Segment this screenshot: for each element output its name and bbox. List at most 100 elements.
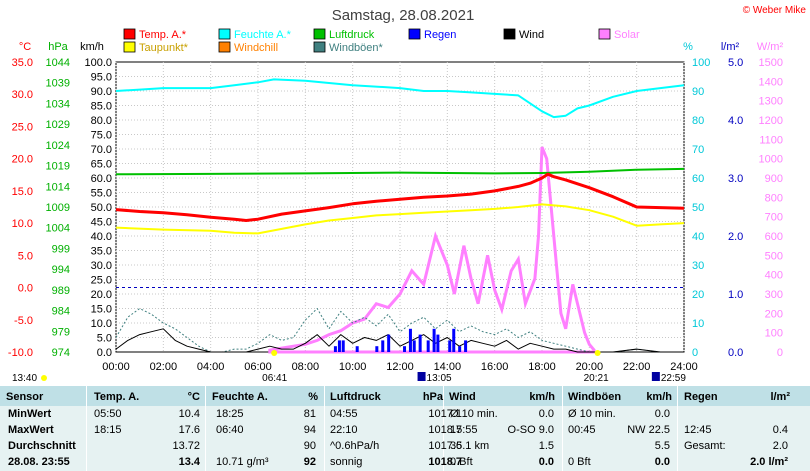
axis-ticks: 35.0 30.0 25.0 20.0 15.0 10.0 5.0 0.0 -5.0 -10.0 1… — [8, 57, 783, 373]
table-header-cell: Luftdruck — [330, 391, 381, 403]
x-tick-label: 22:00 — [623, 361, 651, 373]
row-label: MaxWert — [8, 424, 54, 436]
gusts-value-cell: NW 22.5 — [627, 424, 670, 436]
wind-tick-label: 15.0 — [91, 304, 112, 316]
x-tick-label: 10:00 — [339, 361, 367, 373]
moonrise-icon — [417, 372, 426, 381]
pressure-tick-label: 994 — [52, 264, 70, 276]
left-marker-label: 13:40 — [12, 373, 37, 384]
solar-tick-label: 500 — [765, 250, 783, 262]
pressure-label-cell: 22:10 — [330, 424, 358, 436]
wind-tick-label: 90.0 — [91, 86, 112, 98]
rain-bar — [448, 340, 452, 352]
wind-value-cell: O-SO 9.0 — [507, 424, 554, 436]
table-header-cell: km/h — [646, 391, 672, 403]
weather-chart: Samstag, 28.08.2021 © Weber Mike Temp. A… — [8, 5, 807, 384]
pressure-tick-label: 989 — [52, 285, 70, 297]
rain-label-cell: 12:45 — [684, 424, 712, 436]
moonset-icon — [651, 372, 660, 381]
temp-label-cell: 18:15 — [94, 424, 122, 436]
temp-value-cell: 17.6 — [178, 424, 200, 436]
solar-tick-label: 1000 — [759, 154, 783, 166]
dewpoint-series — [115, 203, 685, 235]
wind-tick-label: 5.0 — [97, 333, 112, 345]
solar-series — [268, 146, 596, 354]
sunrise-label: 06:41 — [262, 373, 287, 384]
legend-label: Taupunkt* — [139, 42, 189, 54]
table-header-cell: °C — [187, 391, 200, 403]
legend-label: Windböen* — [329, 42, 384, 54]
temp-tick-label: 25.0 — [12, 121, 33, 133]
temp-value-cell: 13.72 — [172, 440, 200, 452]
pressure-tick-label: 1039 — [46, 78, 70, 90]
humidity-tick-label: 90 — [692, 86, 704, 98]
rain-bar — [412, 340, 416, 352]
rain-bar — [452, 328, 456, 352]
wind-tick-label: 10.0 — [91, 318, 112, 330]
humidity-value-cell: 81 — [303, 408, 316, 420]
wind-series — [115, 328, 684, 353]
wind-tick-label: 95.0 — [91, 72, 112, 84]
rain-value-cell: 0.4 — [772, 424, 788, 436]
x-tick-label: 02:00 — [150, 361, 178, 373]
temp-value-cell: 10.4 — [178, 408, 200, 420]
sunrise-icon — [271, 350, 278, 356]
temp-value-cell: 13.4 — [178, 456, 200, 468]
temp-tick-label: 10.0 — [12, 218, 33, 230]
x-tick-label: 12:00 — [386, 361, 414, 373]
humidity-value-cell: 94 — [303, 424, 316, 436]
table-header — [0, 386, 810, 406]
table-header-cell: Regen — [684, 391, 718, 403]
row-label: MinWert — [8, 408, 52, 420]
pressure-tick-label: 979 — [52, 326, 70, 338]
wind-tick-label: 75.0 — [91, 130, 112, 142]
legend-swatch — [313, 28, 326, 40]
rain-bar — [458, 346, 462, 352]
pressure-label-cell: ^0.6hPa/h — [330, 440, 380, 452]
table-header-cell: Sensor — [6, 391, 44, 403]
row-label: Durchschnitt — [8, 440, 76, 452]
rain-value-cell: 2.0 l/m² — [750, 456, 788, 468]
solar-tick-label: 600 — [765, 231, 783, 243]
wind-label-cell: 35.1 km — [450, 440, 490, 452]
pressure-value-cell: 1018.7 — [428, 424, 462, 436]
solar-tick-label: 0 — [777, 347, 783, 359]
solar-tick-label: 1200 — [759, 115, 783, 127]
temp-tick-label: 0.0 — [18, 283, 33, 295]
pressure-tick-label: 984 — [52, 306, 70, 318]
pressure-label-cell: 04:55 — [330, 408, 358, 420]
pressure-tick-label: 974 — [52, 347, 70, 359]
pressure-tick-label: 1044 — [46, 57, 70, 69]
humidity-tick-label: 40 — [692, 231, 704, 243]
rain-tick-label: 0.0 — [728, 347, 743, 359]
legend-swatch — [218, 41, 231, 53]
wind-tick-label: 100.0 — [84, 57, 112, 69]
humidity-unit-label: % — [683, 41, 693, 53]
wind-tick-label: 60.0 — [91, 173, 112, 185]
plot-series — [115, 78, 685, 354]
humidity-tick-label: 20 — [692, 289, 704, 301]
temperature-series — [115, 172, 685, 222]
pressure-tick-label: 1024 — [46, 140, 70, 152]
solar-tick-label: 900 — [765, 173, 783, 185]
rain-bar — [355, 346, 359, 352]
moonrise-label: 13:05 — [427, 373, 452, 384]
solar-tick-label: 1500 — [759, 57, 783, 69]
pressure-tick-label: 1014 — [46, 181, 70, 193]
legend: Temp. A.*Taupunkt* Feuchte A.*Windchill Lu… — [123, 28, 640, 54]
humidity-tick-label: 0 — [692, 347, 698, 359]
rain-bar — [403, 346, 407, 352]
x-tick-label: 06:00 — [244, 361, 272, 373]
humidity-value-cell: 90 — [303, 440, 316, 452]
rain-bar — [375, 346, 379, 352]
table-header-cell: Feuchte A. — [212, 391, 268, 403]
temp-tick-label: 5.0 — [18, 250, 33, 262]
x-tick-label: 00:00 — [102, 361, 130, 373]
rain-tick-label: 4.0 — [728, 115, 743, 127]
solar-tick-label: 1100 — [759, 134, 783, 146]
table-header-cell: km/h — [529, 391, 555, 403]
pressure-tick-label: 999 — [52, 243, 70, 255]
x-tick-label: 20:00 — [576, 361, 604, 373]
solar-unit-label: W/m² — [757, 41, 784, 53]
table-header-cell: Temp. A. — [94, 391, 140, 403]
